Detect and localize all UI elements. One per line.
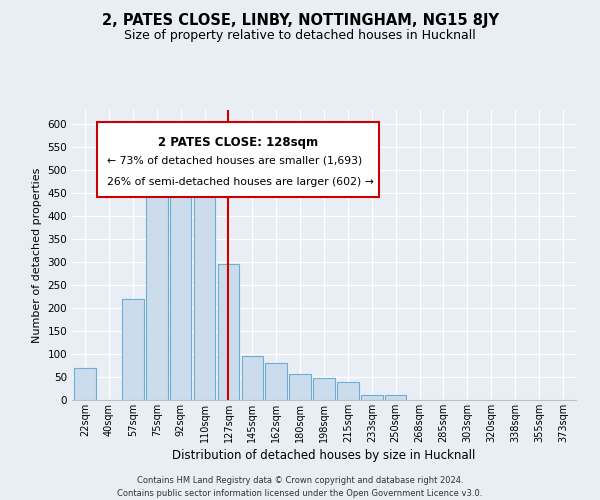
Bar xyxy=(289,374,311,400)
Text: 2, PATES CLOSE, LINBY, NOTTINGHAM, NG15 8JY: 2, PATES CLOSE, LINBY, NOTTINGHAM, NG15 … xyxy=(101,12,499,28)
Bar xyxy=(170,179,191,400)
Bar xyxy=(265,363,287,400)
Bar xyxy=(146,182,167,400)
Text: Contains HM Land Registry data © Crown copyright and database right 2024.: Contains HM Land Registry data © Crown c… xyxy=(137,476,463,485)
Bar xyxy=(194,193,215,400)
Text: ← 73% of detached houses are smaller (1,693): ← 73% of detached houses are smaller (1,… xyxy=(107,156,362,166)
Bar xyxy=(242,356,263,400)
X-axis label: Distribution of detached houses by size in Hucknall: Distribution of detached houses by size … xyxy=(172,449,476,462)
Bar xyxy=(313,378,335,400)
Bar xyxy=(74,368,96,400)
FancyBboxPatch shape xyxy=(97,122,379,197)
Bar xyxy=(337,382,359,400)
Bar xyxy=(361,396,383,400)
Y-axis label: Number of detached properties: Number of detached properties xyxy=(32,168,42,342)
Text: Contains public sector information licensed under the Open Government Licence v3: Contains public sector information licen… xyxy=(118,489,482,498)
Bar xyxy=(122,298,143,400)
Text: 26% of semi-detached houses are larger (602) →: 26% of semi-detached houses are larger (… xyxy=(107,177,374,187)
Text: Size of property relative to detached houses in Hucknall: Size of property relative to detached ho… xyxy=(124,28,476,42)
Bar xyxy=(218,264,239,400)
Text: 2 PATES CLOSE: 128sqm: 2 PATES CLOSE: 128sqm xyxy=(158,136,319,149)
Bar xyxy=(385,396,406,400)
